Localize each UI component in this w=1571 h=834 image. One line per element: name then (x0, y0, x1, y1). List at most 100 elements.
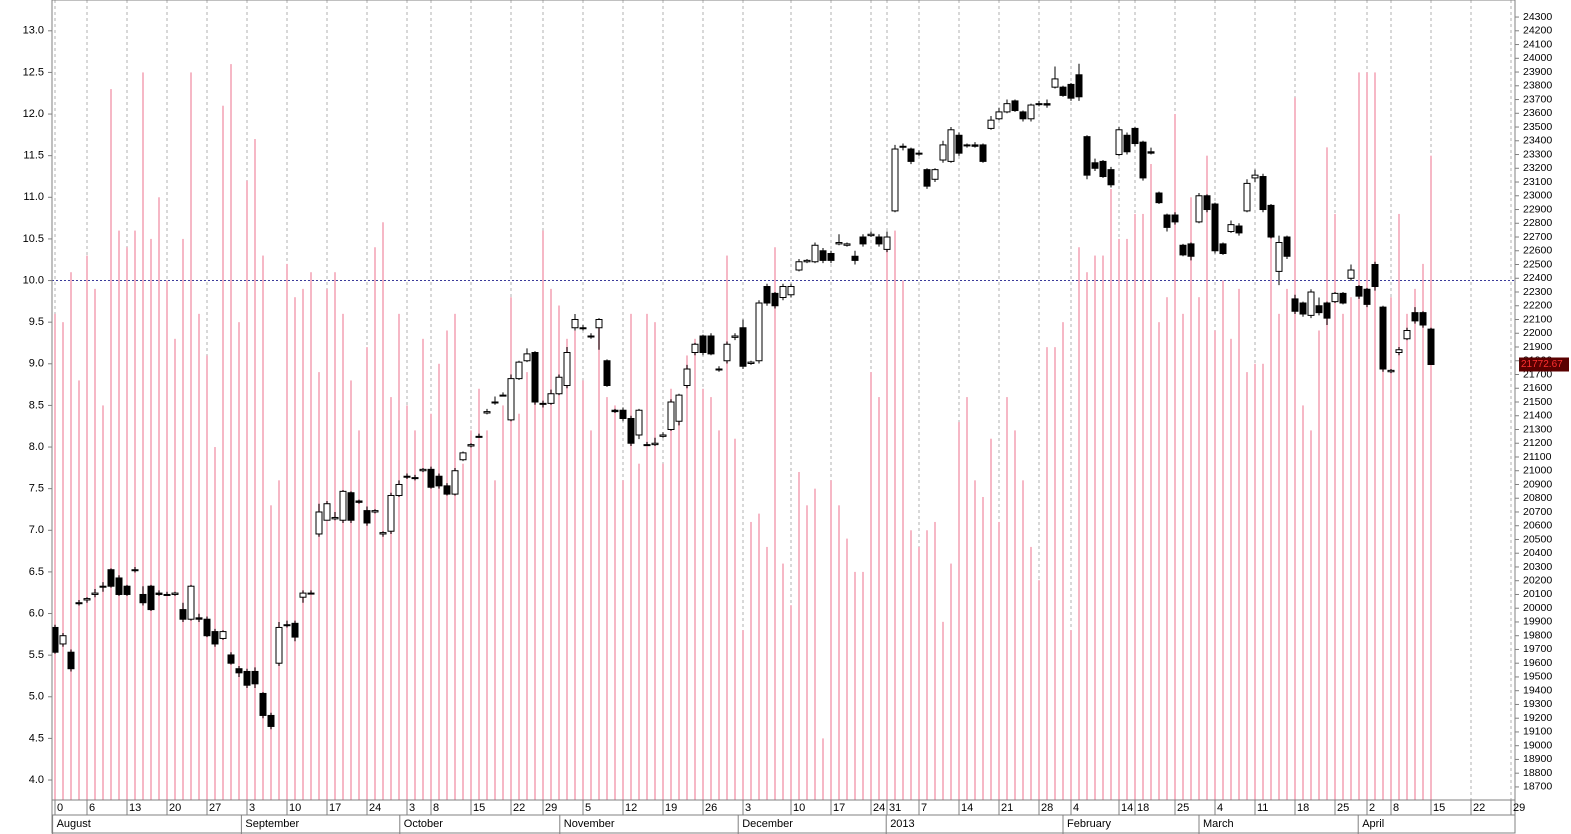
volume-bar (590, 430, 592, 800)
volume-bar (806, 505, 808, 800)
candle-body (947, 129, 955, 162)
x-tick-label: 2 (1369, 802, 1375, 814)
candle-body (1203, 195, 1211, 211)
x-tick-label: 13 (129, 802, 141, 814)
candle-body (1323, 302, 1331, 319)
candle-body (755, 302, 763, 362)
candle-body (491, 401, 499, 404)
volume-bar (502, 405, 504, 800)
candle-body (131, 569, 139, 572)
y2-tick-label: 19300 (1523, 698, 1552, 710)
x-tick-label: 27 (209, 802, 221, 814)
x-tick-label: 10 (289, 802, 301, 814)
y2-tick-label: 24200 (1523, 25, 1552, 37)
candle-body (923, 169, 931, 187)
x-tick-label: 18 (1137, 802, 1149, 814)
candle-body (211, 631, 219, 645)
y2-tick-label: 20000 (1523, 602, 1552, 614)
y-tick-label: 12.0 (23, 108, 44, 120)
volume-bar (1174, 114, 1176, 801)
candle-body (1043, 103, 1051, 106)
volume-bar (478, 388, 480, 800)
volume-bar (694, 338, 696, 800)
volume-bar (542, 230, 544, 800)
candle-body (99, 585, 107, 588)
candle-body (411, 477, 419, 480)
x-tick-label: 12 (625, 802, 637, 814)
candle-body (187, 585, 195, 620)
volume-bar (174, 338, 176, 800)
volume-bar (1390, 297, 1392, 800)
candle-body (115, 577, 123, 595)
candle-body (323, 503, 331, 521)
volume-bar (326, 288, 328, 800)
volume-bar (1414, 288, 1416, 800)
y2-tick-label: 22200 (1523, 300, 1552, 312)
y-tick-label: 12.5 (23, 66, 44, 78)
candle-body (1187, 243, 1195, 257)
volume-bar (638, 463, 640, 800)
volume-bar (214, 447, 216, 800)
candle-body (1267, 204, 1275, 238)
candle-body (51, 626, 59, 653)
volume-bar (1310, 430, 1312, 800)
volume-bar (1294, 97, 1296, 800)
volume-bar (470, 430, 472, 800)
candle-body (443, 485, 451, 495)
x-tick-label: 6 (89, 802, 95, 814)
volume-bar (854, 571, 856, 800)
volume-bar (238, 322, 240, 800)
volume-bar (166, 280, 168, 800)
candle-body (171, 592, 179, 595)
candle-body (1299, 302, 1307, 315)
y2-tick-label: 23400 (1523, 135, 1552, 147)
candle-body (331, 516, 339, 520)
volume-bar (374, 247, 376, 801)
candle-body (1387, 369, 1395, 373)
volume-bar (1054, 347, 1056, 800)
candle-body (619, 409, 627, 419)
month-label: April (1362, 818, 1384, 830)
volume-bar (310, 272, 312, 800)
volume-bar (438, 363, 440, 800)
candle-body (515, 361, 523, 380)
candle-body (67, 651, 75, 670)
volume-bar (398, 313, 400, 800)
volume-bar (534, 397, 536, 800)
candle-body (875, 236, 883, 245)
volume-bar (1190, 197, 1192, 800)
candle-body (427, 468, 435, 488)
x-axis-frame (51, 799, 1516, 834)
candle-body (1107, 169, 1115, 186)
x-tick-label: 29 (545, 802, 557, 814)
x-tick-label: 14 (961, 802, 973, 814)
volume-bar (934, 521, 936, 800)
volume-bar (918, 546, 920, 800)
candle-body (1331, 292, 1339, 303)
candle-body (987, 119, 995, 129)
candle-body (651, 442, 659, 446)
volume-bar (822, 738, 824, 800)
candle-body (59, 635, 67, 645)
y-tick-label: 13.0 (23, 25, 44, 37)
volume-bar (222, 105, 224, 800)
y2-tick-label: 21400 (1523, 410, 1552, 422)
candle-body (675, 394, 683, 422)
y2-tick-label: 20400 (1523, 547, 1552, 559)
volume-bar (902, 280, 904, 800)
volume-bar (550, 288, 552, 800)
candle-body (939, 144, 947, 161)
y-tick-label: 11.0 (23, 191, 44, 203)
candle-body (955, 134, 963, 154)
volume-bar (366, 347, 368, 800)
candle-body (811, 244, 819, 263)
candle-body (267, 714, 275, 727)
y2-tick-label: 18900 (1523, 753, 1552, 765)
candle-body (395, 483, 403, 496)
candle-body (1035, 103, 1043, 106)
volume-bar (1342, 313, 1344, 800)
candle-body (235, 668, 243, 674)
candle-body (139, 593, 147, 604)
volume-bar (950, 563, 952, 800)
candle-body (603, 360, 611, 386)
